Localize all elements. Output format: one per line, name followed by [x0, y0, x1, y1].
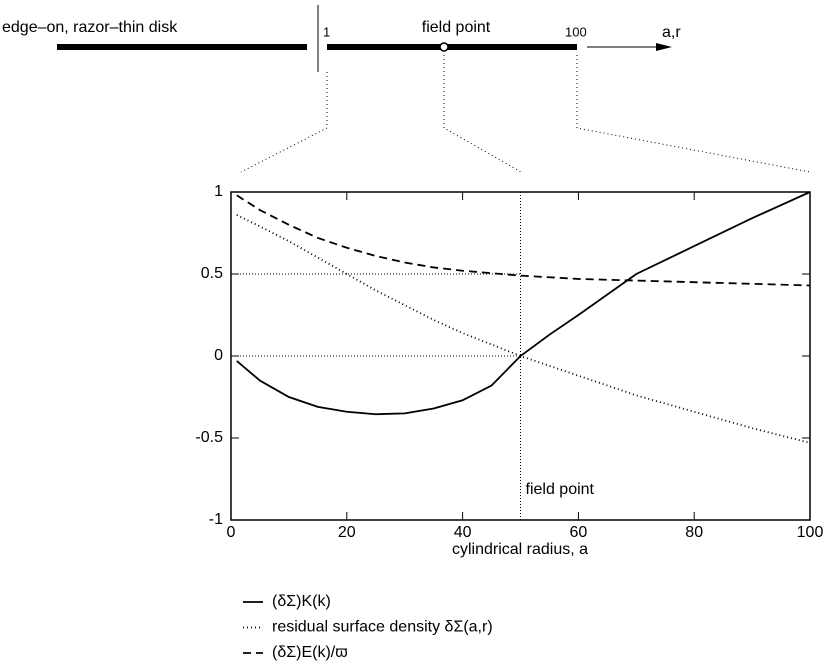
projection — [443, 55, 522, 173]
y-tick-label: -0.5 — [195, 429, 223, 446]
schematic-label: a,r — [662, 24, 681, 41]
y-tick-label: 0.5 — [201, 265, 223, 282]
series-line — [236, 191, 811, 416]
x-tick-label: 100 — [797, 524, 824, 541]
series-line — [236, 214, 811, 444]
arrow-head — [656, 43, 672, 51]
projection — [240, 72, 328, 173]
x-tick-label: 40 — [454, 524, 472, 541]
schematic-label: 1 — [323, 24, 330, 39]
legend-label: residual surface density δΣ(a,r) — [272, 619, 493, 636]
schematic-label: 100 — [565, 24, 587, 39]
schematic-label: field point — [422, 19, 491, 36]
series-line — [236, 194, 811, 287]
y-tick-label: 1 — [214, 183, 223, 200]
x-tick-label: 0 — [227, 524, 236, 541]
legend-label: (δΣ)E(k)/ϖ — [272, 644, 348, 661]
x-axis-title: cylindrical radius, a — [452, 541, 588, 558]
field-point-marker — [439, 42, 449, 52]
schematic-label: edge–on, razor–thin disk — [2, 19, 178, 36]
y-tick-label: 0 — [214, 347, 223, 364]
x-tick-label: 20 — [338, 524, 356, 541]
annotation: field point — [526, 481, 595, 498]
legend-label: (δΣ)K(k) — [272, 593, 331, 610]
x-tick-label: 60 — [570, 524, 588, 541]
projection — [576, 55, 811, 173]
y-tick-label: -1 — [209, 511, 223, 528]
x-tick-label: 80 — [685, 524, 703, 541]
